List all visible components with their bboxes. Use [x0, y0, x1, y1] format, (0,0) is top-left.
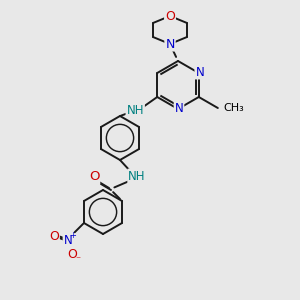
Text: O: O	[49, 230, 59, 244]
Text: NH: NH	[127, 103, 144, 116]
Text: +: +	[70, 232, 76, 241]
Text: N: N	[64, 235, 72, 248]
Text: CH₃: CH₃	[224, 103, 244, 113]
Text: N: N	[195, 65, 204, 79]
Text: O: O	[165, 10, 175, 22]
Text: ⁻: ⁻	[75, 255, 80, 265]
Text: N: N	[165, 38, 175, 50]
Text: O: O	[89, 170, 99, 184]
Text: NH: NH	[128, 169, 146, 182]
Text: N: N	[175, 103, 183, 116]
Text: O: O	[67, 248, 77, 262]
